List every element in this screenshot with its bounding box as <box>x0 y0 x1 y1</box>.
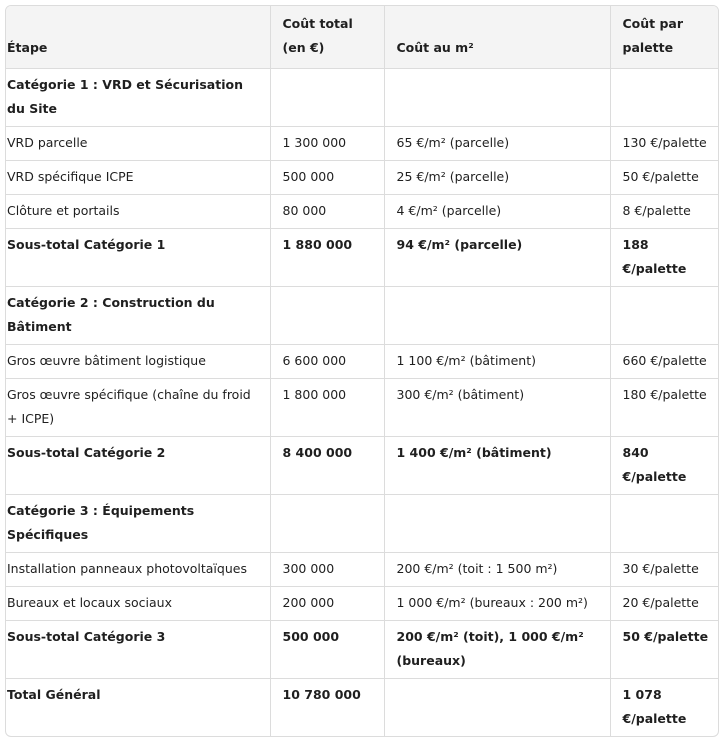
header-row: Étape Coût total (en €) Coût au m² Coût … <box>6 6 718 69</box>
table-container: Étape Coût total (en €) Coût au m² Coût … <box>5 5 719 737</box>
cell: 300 000 <box>270 552 385 587</box>
cell: 1 078 €/palette <box>622 687 687 726</box>
table-head: Étape Coût total (en €) Coût au m² Coût … <box>6 6 718 69</box>
cell: Sous-total Catégorie 2 <box>6 436 271 495</box>
cell <box>270 68 385 127</box>
cell: 94 €/m² (parcelle) <box>384 228 611 287</box>
cell <box>384 68 611 127</box>
cell: 1 800 000 <box>270 378 385 437</box>
cell: 10 780 000 <box>270 678 385 736</box>
cell: Clôture et portails <box>6 194 271 229</box>
cell <box>384 286 611 345</box>
header-cell: Coût par palette <box>610 6 718 69</box>
cell: Catégorie 2 : Construction du Bâtiment <box>6 286 271 345</box>
category-row: Catégorie 1 : VRD et Sécurisation du Sit… <box>6 68 718 127</box>
category-row: Catégorie 2 : Construction du Bâtiment <box>6 286 718 345</box>
row: Installation panneaux photovoltaïques 300… <box>6 552 718 587</box>
cell: 4 €/m² (parcelle) <box>384 194 611 229</box>
cell: 1 100 €/m² (bâtiment) <box>384 344 611 379</box>
cell <box>384 678 611 736</box>
cell: 500 000 <box>270 160 385 195</box>
cell: 1 400 €/m² (bâtiment) <box>384 436 611 495</box>
cell: 1 000 €/m² (bureaux : 200 m²) <box>384 586 611 621</box>
cell: Sous-total Catégorie 3 <box>6 620 271 679</box>
cell: Total Général <box>6 678 271 736</box>
cell: 660 €/palette <box>610 344 718 379</box>
cell: Catégorie 3 : Équipements Spécifiques <box>6 494 271 553</box>
cell: Gros œuvre spécifique (chaîne du froid +… <box>6 378 271 437</box>
cell <box>610 286 718 345</box>
header-cell: Coût total (en €) <box>270 6 385 69</box>
cell: 300 €/m² (bâtiment) <box>384 378 611 437</box>
cell: 180 €/palette <box>610 378 718 437</box>
cell <box>610 68 718 127</box>
cell: 500 000 <box>270 620 385 679</box>
cell: 80 000 <box>270 194 385 229</box>
cost-table: Étape Coût total (en €) Coût au m² Coût … <box>6 6 718 736</box>
header-cell: Coût au m² <box>384 6 611 69</box>
table-body: Catégorie 1 : VRD et Sécurisation du Sit… <box>6 68 718 736</box>
row: Gros œuvre bâtiment logistique 6 600 000 1… <box>6 344 718 379</box>
row: VRD parcelle 1 300 000 65 €/m² (parcelle) 1… <box>6 126 718 161</box>
cell: 130 €/palette <box>610 126 718 161</box>
cell: 840 €/palette <box>610 436 718 495</box>
cell: Sous-total Catégorie 1 <box>6 228 271 287</box>
cell <box>270 494 385 553</box>
cell: 6 600 000 <box>270 344 385 379</box>
category-row: Catégorie 3 : Équipements Spécifiques <box>6 494 718 553</box>
cell <box>384 494 611 553</box>
total-row: Total Général 10 780 000 1 078 €/palette <box>6 678 718 736</box>
cell: VRD parcelle <box>6 126 271 161</box>
cell: 200 000 <box>270 586 385 621</box>
cell: 188 €/palette <box>610 228 718 287</box>
cell <box>610 494 718 553</box>
cell: 8 €/palette <box>610 194 718 229</box>
cell: 25 €/m² (parcelle) <box>384 160 611 195</box>
cell: 50 €/palette <box>610 620 718 679</box>
cell: 30 €/palette <box>610 552 718 587</box>
cell <box>270 286 385 345</box>
cell: 1 300 000 <box>270 126 385 161</box>
cell: 200 €/m² (toit : 1 500 m²) <box>384 552 611 587</box>
cell: 200 €/m² (toit), 1 000 €/m² (bureaux) <box>384 620 611 679</box>
page: Table {"table": { "header": ["Étape", "C… <box>5 5 719 737</box>
cell: 20 €/palette <box>610 586 718 621</box>
cell: 1 880 000 <box>270 228 385 287</box>
cell: VRD spécifique ICPE <box>6 160 271 195</box>
header-cell: Étape <box>6 6 271 69</box>
row: VRD spécifique ICPE 500 000 25 €/m² (parce… <box>6 160 718 195</box>
row: Clôture et portails 80 000 4 €/m² (parcell… <box>6 194 718 229</box>
cell: Installation panneaux photovoltaïques <box>6 552 271 587</box>
cell: 65 €/m² (parcelle) <box>384 126 611 161</box>
row: Gros œuvre spécifique (chaîne du froid +… <box>6 378 718 437</box>
cell: Bureaux et locaux sociaux <box>6 586 271 621</box>
cell: 50 €/palette <box>610 160 718 195</box>
subtotal-row: Sous-total Catégorie 3 500 000 200 €/m² (t… <box>6 620 718 679</box>
cell: 8 400 000 <box>270 436 385 495</box>
cell: Gros œuvre bâtiment logistique <box>6 344 271 379</box>
body: Étape Coût total (en €) Coût au m² Coût … <box>5 5 719 737</box>
cell: Catégorie 1 : VRD et Sécurisation du Sit… <box>6 68 271 127</box>
row: Bureaux et locaux sociaux 200 000 1 000 €/… <box>6 586 718 621</box>
